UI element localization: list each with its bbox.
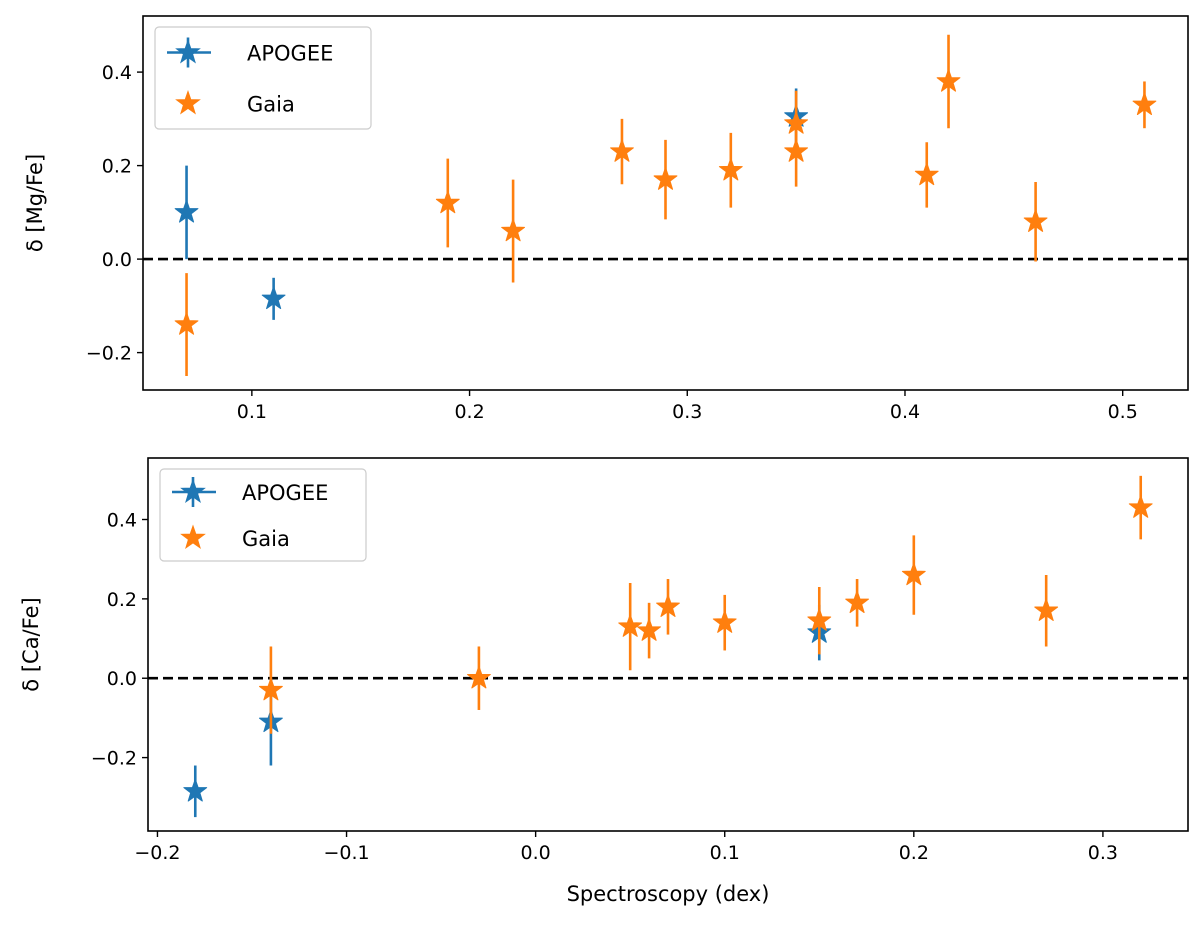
legend-marker: [180, 478, 206, 503]
data-point: [1034, 598, 1059, 621]
x-tick-label: 0.3: [1088, 842, 1118, 864]
data-point: [718, 157, 743, 181]
legend-label-gaia: Gaia: [247, 93, 295, 117]
data-point: [467, 665, 491, 689]
x-tick-label: 0.0: [521, 842, 551, 864]
data-point: [1023, 209, 1048, 232]
x-tick-label: 0.3: [672, 401, 702, 423]
legend-marker: [175, 38, 201, 64]
x-axis-label: Spectroscopy (dex): [567, 882, 770, 906]
data-point: [712, 610, 737, 633]
y-tick-label: 0.2: [102, 156, 132, 178]
data-point: [1128, 495, 1153, 518]
series-gaia: [174, 34, 1157, 376]
data-point: [174, 199, 199, 223]
data-point: [637, 618, 661, 641]
series-apogee: [183, 604, 832, 818]
y-tick-label: 0.4: [102, 62, 132, 84]
x-tick-label: 0.2: [899, 842, 929, 864]
x-tick-label: 0.1: [237, 401, 267, 423]
x-tick-label: −0.1: [323, 842, 369, 864]
data-point: [261, 286, 286, 310]
data-point: [845, 590, 869, 614]
data-point: [653, 167, 678, 190]
chart-panel-2: −0.2 −0.1 0.0 0.1 0.2 0.3 −0.2 0.0 0.2 0.4 δ [Ca/F…: [19, 457, 1189, 906]
y-tick-label: 0.2: [107, 589, 137, 611]
x-tick-label: 0.4: [890, 401, 920, 423]
data-point: [435, 190, 460, 214]
y-tick-label: 0.4: [107, 510, 137, 532]
x-tick-label: 0.5: [1108, 401, 1138, 423]
chart-panel-1: 0.1 0.2 0.3 0.4 0.5 −0.2 0.0 0.2 0.4 δ [Mg/Fe] APO…: [23, 15, 1189, 423]
legend-label-apogee: APOGEE: [242, 481, 328, 505]
data-point: [610, 139, 634, 162]
data-point: [501, 218, 526, 242]
legend: APOGEE Gaia: [159, 468, 367, 562]
data-point: [936, 68, 961, 92]
data-point: [183, 778, 208, 802]
x-tick-label: −0.2: [134, 842, 180, 864]
legend-marker: [175, 89, 201, 115]
data-point: [656, 594, 680, 618]
y-tick-label: −0.2: [86, 343, 132, 365]
x-tick-label: 0.1: [710, 842, 740, 864]
y-axis-label: δ [Ca/Fe]: [19, 597, 43, 691]
data-point: [901, 562, 926, 586]
legend-label-apogee: APOGEE: [247, 42, 333, 66]
data-point: [174, 312, 199, 335]
legend: APOGEE Gaia: [154, 26, 372, 130]
data-point: [784, 139, 809, 162]
y-tick-label: 0.0: [107, 668, 137, 690]
x-tick-label: 0.2: [454, 401, 484, 423]
data-point: [1132, 92, 1157, 116]
data-point: [914, 162, 939, 186]
y-tick-label: 0.0: [102, 249, 132, 271]
axes-frame: [147, 457, 1189, 832]
legend-marker: [180, 524, 206, 549]
y-tick-label: −0.2: [91, 748, 137, 770]
legend-label-gaia: Gaia: [242, 527, 290, 551]
series-gaia: [259, 475, 1153, 734]
data-point: [807, 608, 832, 631]
data-point: [618, 614, 643, 637]
data-point: [259, 677, 283, 701]
y-axis-label: δ [Mg/Fe]: [23, 154, 47, 252]
axes-frame: [142, 15, 1189, 391]
